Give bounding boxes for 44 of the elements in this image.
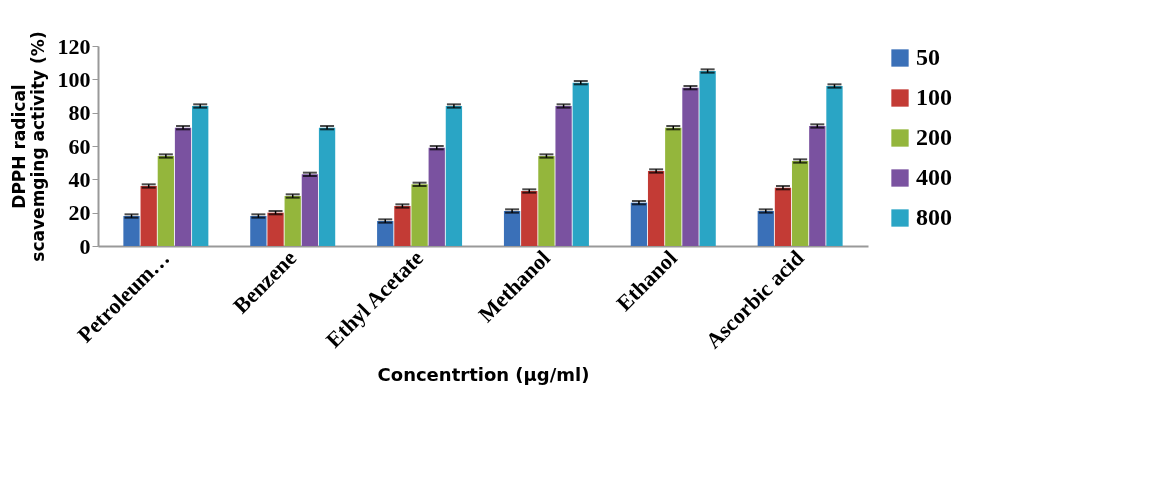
bar <box>192 106 209 246</box>
legend-label: 50 <box>916 44 940 70</box>
legend-label: 800 <box>916 204 952 230</box>
bar <box>682 87 699 246</box>
legend-label: 400 <box>916 164 952 190</box>
bar <box>503 211 521 246</box>
y-tick-label: 0 <box>79 233 91 259</box>
bar <box>757 211 774 246</box>
bar <box>445 106 463 246</box>
y-tick-label: 80 <box>68 100 91 126</box>
bar <box>318 127 336 246</box>
bar <box>174 127 192 246</box>
bar <box>394 206 411 246</box>
bar <box>123 216 140 246</box>
y-axis-title: DPPH radical scavemging activity (%) <box>8 31 48 262</box>
bar <box>377 221 394 246</box>
bar <box>411 184 428 246</box>
bar <box>826 86 843 246</box>
bar <box>699 71 716 246</box>
bar <box>630 202 648 246</box>
bar <box>538 156 555 246</box>
bar <box>774 187 792 246</box>
bar <box>572 82 589 246</box>
x-axis-title: Concentrtion (µg/ml) <box>377 363 590 385</box>
legend-label: 100 <box>916 84 952 110</box>
y-tick-label: 120 <box>57 33 91 59</box>
bar <box>267 212 284 246</box>
bar <box>428 147 445 246</box>
bar <box>791 161 809 246</box>
bar <box>665 127 682 246</box>
bar <box>250 216 267 246</box>
bar <box>647 171 665 246</box>
bar <box>157 156 175 246</box>
y-tick-label: 20 <box>68 200 91 226</box>
y-tick-label: 60 <box>68 133 91 159</box>
bar <box>555 106 572 246</box>
bar <box>284 196 301 246</box>
bar <box>140 186 157 246</box>
bar <box>521 191 538 246</box>
bar <box>809 126 826 246</box>
legend-label: 200 <box>916 124 952 150</box>
y-tick-label: 40 <box>68 166 91 192</box>
bar <box>301 174 319 246</box>
y-tick-label: 100 <box>57 66 91 92</box>
